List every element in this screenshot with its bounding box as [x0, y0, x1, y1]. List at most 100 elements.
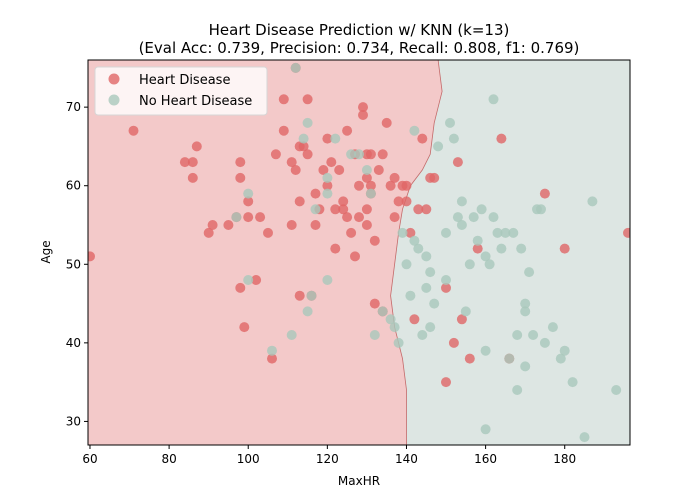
point-no-heart-disease-48 — [476, 204, 487, 215]
point-heart-disease-19 — [267, 353, 277, 364]
point-heart-disease-68 — [385, 180, 396, 191]
chart-subtitle: (Eval Acc: 0.739, Precision: 0.734, Reca… — [139, 39, 580, 57]
point-no-heart-disease-43 — [456, 220, 467, 230]
point-heart-disease-55 — [361, 220, 372, 230]
point-heart-disease-46 — [342, 212, 353, 223]
legend-box — [94, 66, 268, 116]
y-tick-label-40: 40 — [66, 336, 81, 350]
point-heart-disease-8 — [223, 220, 234, 230]
point-no-heart-disease-6 — [298, 133, 309, 144]
point-no-heart-disease-51 — [480, 424, 491, 435]
y-tick-label-50: 50 — [66, 257, 81, 271]
point-no-heart-disease-45 — [464, 259, 475, 270]
point-heart-disease-86 — [456, 314, 467, 325]
point-heart-disease-21 — [278, 125, 289, 136]
point-heart-disease-51 — [354, 180, 364, 191]
point-heart-disease-7 — [207, 220, 218, 230]
point-no-heart-disease-40 — [448, 133, 459, 144]
x-tick-label-180: 180 — [553, 452, 576, 466]
point-heart-disease-40 — [326, 157, 337, 168]
point-heart-disease-59 — [365, 180, 376, 191]
point-heart-disease-10 — [235, 157, 246, 168]
y-axis-label: Age — [39, 240, 53, 263]
point-heart-disease-67 — [381, 117, 392, 128]
point-no-heart-disease-60 — [512, 385, 523, 395]
point-no-heart-disease-56 — [496, 243, 507, 254]
point-heart-disease-87 — [464, 353, 475, 364]
point-no-heart-disease-74 — [567, 377, 578, 388]
point-heart-disease-84 — [448, 337, 459, 348]
point-no-heart-disease-4 — [286, 330, 297, 340]
point-heart-disease-78 — [417, 133, 428, 144]
point-heart-disease-30 — [298, 141, 309, 152]
point-heart-disease-23 — [286, 157, 297, 168]
point-no-heart-disease-58 — [504, 353, 515, 364]
point-heart-disease-89 — [496, 133, 507, 144]
point-heart-disease-79 — [421, 204, 432, 215]
point-no-heart-disease-44 — [460, 306, 471, 317]
point-no-heart-disease-7 — [302, 117, 313, 128]
y-axis: 30 40 50 60 70 — [66, 100, 88, 428]
point-no-heart-disease-12 — [322, 188, 333, 199]
point-no-heart-disease-21 — [385, 314, 396, 325]
point-no-heart-disease-13 — [322, 275, 333, 285]
point-no-heart-disease-34 — [425, 322, 436, 333]
point-no-heart-disease-73 — [559, 345, 570, 356]
point-heart-disease-11 — [235, 172, 246, 183]
point-heart-disease-26 — [290, 165, 301, 175]
point-no-heart-disease-14 — [330, 133, 341, 144]
point-heart-disease-57 — [361, 172, 372, 183]
point-no-heart-disease-5 — [290, 62, 301, 73]
y-tick-label-60: 60 — [66, 179, 81, 193]
x-tick-label-160: 160 — [474, 452, 497, 466]
point-no-heart-disease-38 — [441, 275, 451, 285]
point-heart-disease-81 — [429, 172, 440, 183]
point-no-heart-disease-64 — [520, 306, 531, 317]
point-no-heart-disease-37 — [441, 227, 451, 238]
point-heart-disease-60 — [365, 149, 376, 160]
point-no-heart-disease-29 — [413, 243, 424, 254]
point-no-heart-disease-59 — [508, 227, 519, 238]
point-no-heart-disease-1 — [243, 188, 254, 199]
point-heart-disease-6 — [203, 227, 214, 238]
point-heart-disease-92 — [559, 243, 570, 254]
point-heart-disease-43 — [334, 165, 345, 175]
point-no-heart-disease-75 — [579, 432, 590, 443]
legend: Heart Disease No Heart Disease — [94, 66, 268, 116]
point-no-heart-disease-25 — [401, 259, 412, 270]
x-axis-label: MaxHR — [338, 474, 380, 488]
point-heart-disease-52 — [354, 212, 364, 223]
point-heart-disease-16 — [251, 275, 262, 285]
point-heart-disease-69 — [389, 212, 400, 223]
point-heart-disease-2 — [179, 157, 190, 168]
point-no-heart-disease-31 — [421, 282, 432, 293]
point-no-heart-disease-72 — [555, 353, 566, 364]
point-no-heart-disease-55 — [492, 227, 503, 238]
point-no-heart-disease-65 — [520, 361, 531, 372]
point-heart-disease-12 — [235, 282, 246, 293]
point-heart-disease-53 — [358, 102, 368, 113]
point-no-heart-disease-62 — [516, 243, 527, 254]
point-no-heart-disease-66 — [524, 267, 535, 278]
point-no-heart-disease-20 — [377, 306, 388, 317]
plot-area — [87, 59, 631, 446]
point-no-heart-disease-32 — [421, 251, 432, 262]
point-heart-disease-22 — [278, 94, 289, 105]
x-tick-label-140: 140 — [395, 452, 418, 466]
point-heart-disease-54 — [358, 110, 368, 120]
point-no-heart-disease-42 — [456, 196, 467, 207]
point-heart-disease-5 — [191, 141, 202, 152]
x-tick-label-100: 100 — [237, 452, 260, 466]
point-no-heart-disease-39 — [445, 117, 455, 128]
x-tick-label-60: 60 — [82, 452, 97, 466]
point-no-heart-disease-41 — [452, 212, 463, 223]
point-no-heart-disease-16 — [354, 149, 364, 160]
point-no-heart-disease-57 — [500, 227, 511, 238]
chart-title: Heart Disease Prediction w/ KNN (k=13) — [209, 21, 510, 39]
point-heart-disease-13 — [239, 322, 250, 333]
point-heart-disease-70 — [389, 172, 400, 183]
point-no-heart-disease-26 — [405, 290, 416, 301]
point-no-heart-disease-54 — [488, 212, 499, 223]
point-no-heart-disease-61 — [512, 330, 523, 340]
point-no-heart-disease-33 — [425, 267, 436, 278]
